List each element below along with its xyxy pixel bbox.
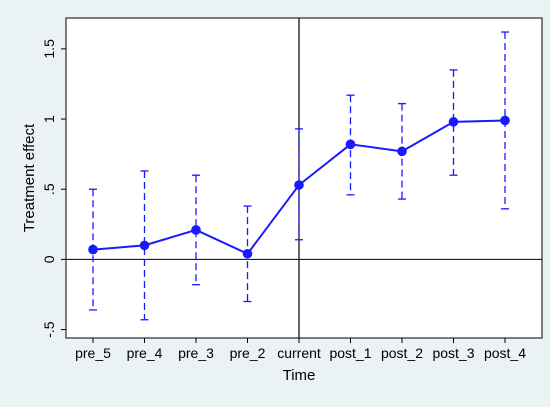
point-pre_4 (139, 240, 150, 251)
point-pre_2 (242, 248, 253, 259)
point-post_2 (397, 146, 407, 157)
y-axis: -.5 0 .5 1 1.5 (41, 39, 66, 338)
y-tick-label: 1.5 (41, 39, 57, 59)
y-tick-label: .5 (41, 183, 57, 195)
point-post_3 (448, 117, 459, 127)
x-tick-label: pre_2 (230, 345, 266, 361)
point-post_4 (500, 115, 510, 126)
plot-area (65, 17, 543, 339)
point-pre_3 (191, 225, 201, 235)
x-tick-label: post_1 (329, 345, 371, 361)
point-pre_5 (88, 244, 98, 255)
x-tick-label: pre_3 (178, 345, 214, 361)
y-tick-label: 1 (41, 115, 57, 123)
point-post_1 (345, 139, 356, 150)
x-tick-label: post_2 (381, 345, 423, 361)
x-tick-label: current (277, 345, 321, 361)
x-axis-title: Time (283, 367, 316, 384)
y-tick-label: -.5 (41, 321, 57, 338)
x-tick-label: pre_5 (75, 345, 111, 361)
point-current (294, 180, 304, 190)
x-tick-label: post_3 (432, 345, 474, 361)
x-tick-label: pre_4 (127, 345, 163, 361)
data-points (88, 115, 510, 259)
y-tick-label: 0 (41, 255, 57, 263)
x-axis: pre_5 pre_4 pre_3 pre_2 current post_1 post_2 p… (75, 338, 526, 361)
y-axis-title: Treatment effect (21, 123, 38, 232)
x-tick-label: post_4 (484, 345, 526, 361)
